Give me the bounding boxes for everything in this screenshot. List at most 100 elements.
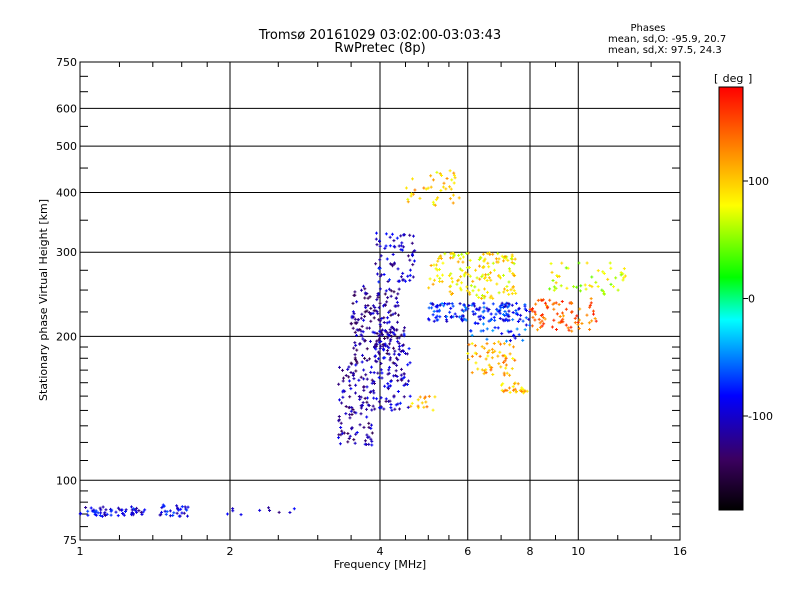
data-point	[482, 316, 486, 320]
data-point	[552, 285, 556, 289]
data-point	[590, 319, 594, 323]
data-point	[432, 278, 436, 282]
data-point	[455, 315, 459, 319]
data-point	[450, 276, 454, 280]
data-point	[487, 265, 491, 269]
data-point	[386, 387, 390, 391]
y-tick-label: 500	[56, 140, 77, 153]
data-point	[506, 319, 510, 323]
data-point	[375, 339, 379, 343]
data-point	[585, 261, 589, 265]
data-point	[388, 399, 392, 403]
data-point	[392, 374, 396, 378]
data-point	[500, 332, 504, 336]
data-point	[481, 322, 485, 326]
data-point	[465, 251, 469, 255]
data-point	[535, 328, 539, 332]
data-point	[469, 329, 473, 333]
data-point	[426, 186, 430, 190]
data-point	[564, 307, 568, 311]
data-point	[451, 201, 455, 205]
data-point	[487, 308, 491, 312]
data-point	[408, 258, 412, 262]
data-point	[442, 304, 446, 308]
data-point	[580, 322, 584, 326]
data-point	[105, 512, 109, 516]
data-point	[370, 408, 374, 412]
data-point	[99, 508, 103, 512]
data-point	[502, 373, 506, 377]
data-point	[508, 390, 512, 394]
colorbar-tick-label: -100	[748, 410, 773, 423]
data-point	[506, 301, 510, 305]
data-point	[409, 404, 413, 408]
data-point	[408, 273, 412, 277]
data-point	[523, 389, 527, 393]
data-point	[385, 352, 389, 356]
data-point	[473, 344, 477, 348]
data-point	[182, 511, 186, 515]
data-point	[481, 329, 485, 333]
data-point	[573, 316, 577, 320]
data-point	[450, 291, 454, 295]
data-point	[392, 332, 396, 336]
data-point	[447, 274, 451, 278]
data-point	[472, 312, 476, 316]
data-point	[337, 419, 341, 423]
data-point	[496, 354, 500, 358]
data-point	[475, 293, 479, 297]
data-point	[337, 382, 341, 386]
data-point	[441, 185, 445, 189]
data-point	[503, 359, 507, 363]
data-point	[381, 304, 385, 308]
data-point	[460, 252, 464, 256]
data-point	[485, 337, 489, 341]
data-point	[386, 372, 390, 376]
data-point	[375, 360, 379, 364]
data-point	[383, 384, 387, 388]
data-point	[596, 269, 600, 273]
data-point	[351, 310, 355, 314]
data-point	[373, 331, 377, 335]
data-point	[348, 416, 352, 420]
data-point	[486, 261, 490, 265]
data-point	[382, 320, 386, 324]
data-point	[538, 321, 542, 325]
data-point	[575, 285, 579, 289]
data-point	[555, 312, 559, 316]
data-point	[395, 374, 399, 378]
data-point	[353, 317, 357, 321]
data-point	[488, 296, 492, 300]
data-point	[355, 328, 359, 332]
y-tick-label: 75	[63, 534, 77, 547]
data-point	[384, 244, 388, 248]
data-point	[509, 329, 513, 333]
data-point	[367, 435, 371, 439]
data-point	[513, 358, 517, 362]
data-point	[369, 306, 373, 310]
data-point	[347, 436, 351, 440]
data-point	[393, 328, 397, 332]
data-point	[465, 285, 469, 289]
data-point	[92, 510, 96, 514]
data-point	[351, 301, 355, 305]
data-point	[461, 255, 465, 259]
data-point	[483, 275, 487, 279]
data-point	[464, 307, 468, 311]
data-point	[231, 509, 235, 513]
data-point	[500, 388, 504, 392]
data-point	[471, 279, 475, 283]
data-point	[524, 316, 528, 320]
data-point	[362, 368, 366, 372]
data-point	[601, 289, 605, 293]
data-point	[491, 373, 495, 377]
data-point	[365, 359, 369, 363]
data-point	[359, 395, 363, 399]
data-point	[453, 176, 457, 180]
data-point	[370, 431, 374, 435]
data-point	[349, 387, 353, 391]
data-point	[435, 314, 439, 318]
data-point	[387, 346, 391, 350]
data-point	[387, 320, 391, 324]
data-point	[433, 395, 437, 399]
